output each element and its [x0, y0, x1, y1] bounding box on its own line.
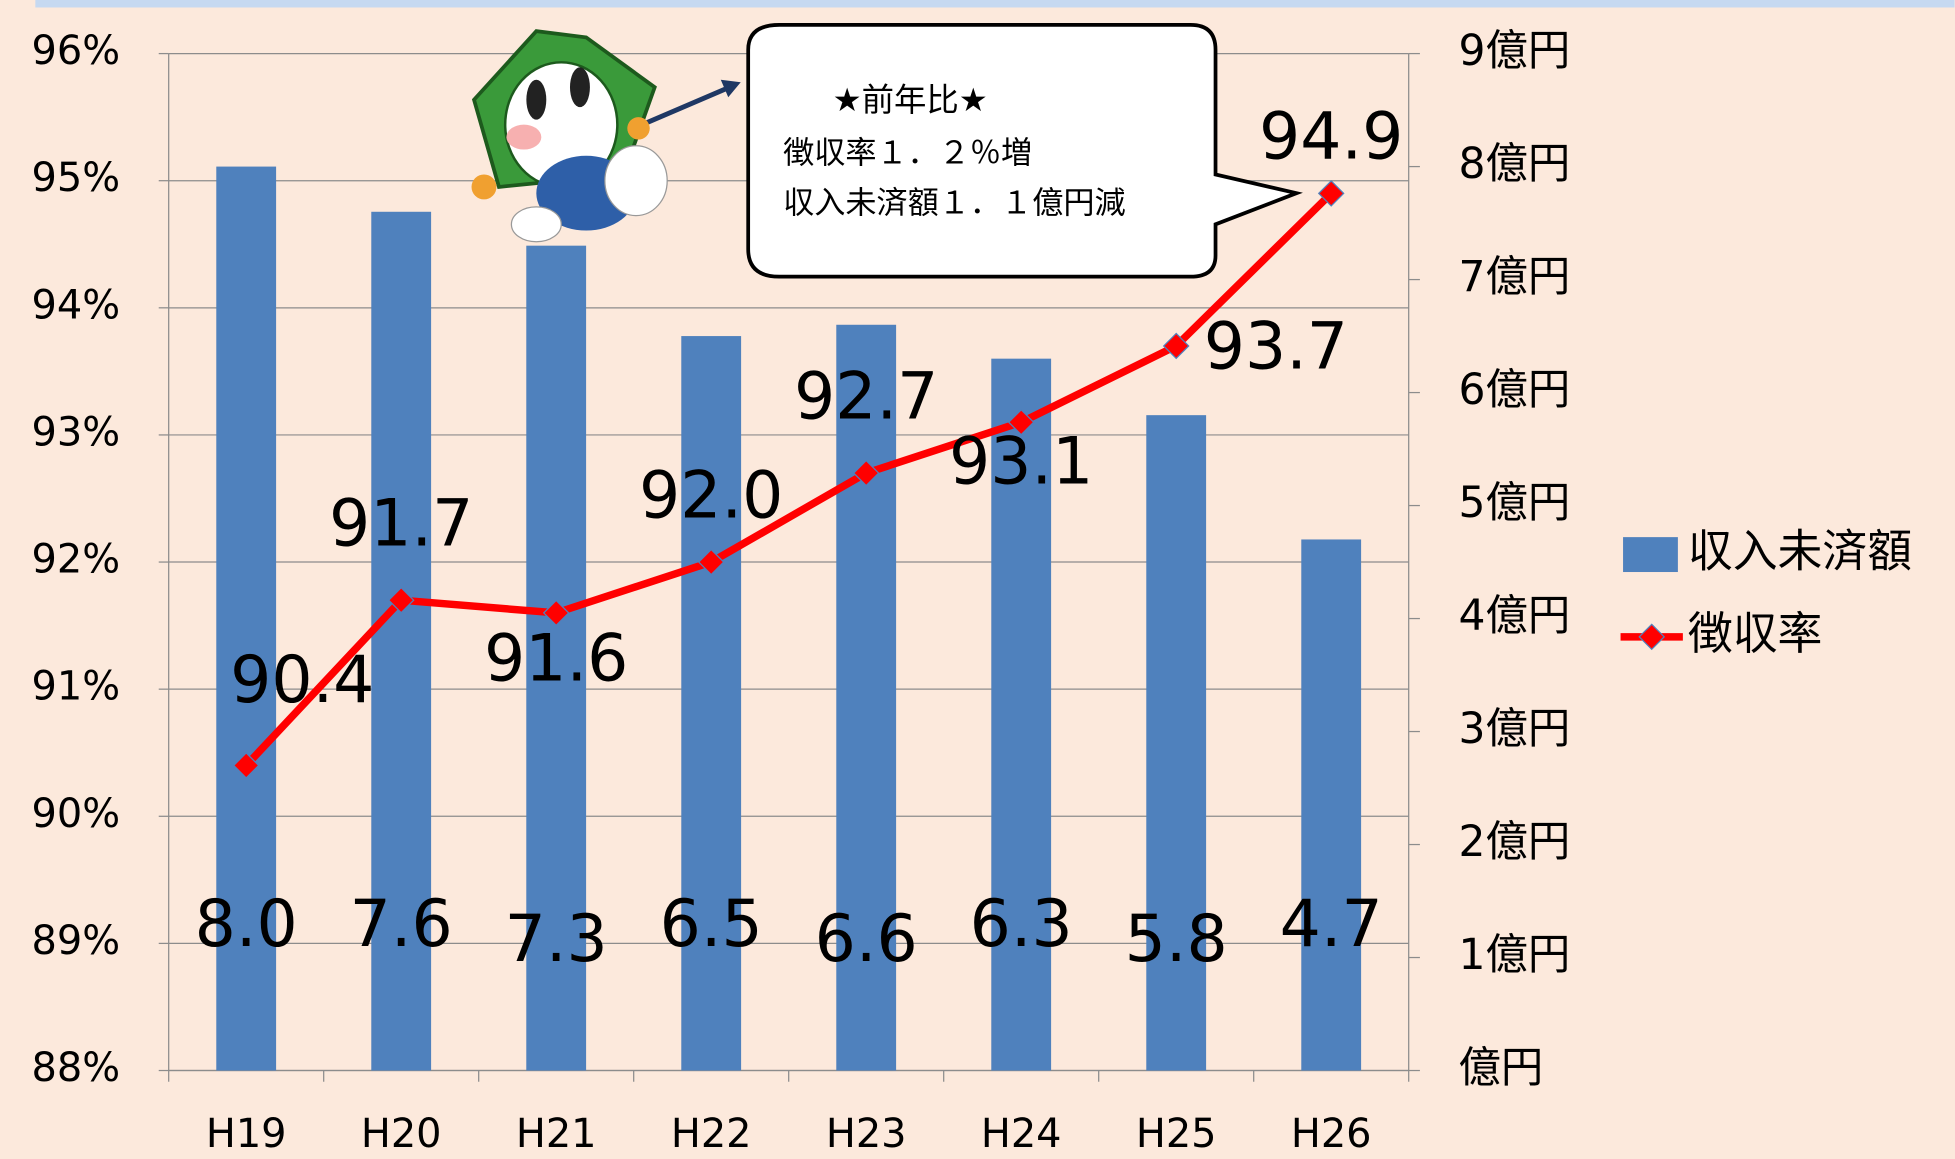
y-tick-label: 93% — [31, 409, 120, 455]
y2-tick-label: 2億円 — [1459, 817, 1571, 866]
chart: 88% 89% 90% 91% 92% 93% 94% 95% 96% 億円 1億円 2億円 3億円 4億… — [0, 0, 1955, 1159]
line-value-label: 92.0 — [639, 458, 783, 533]
y2-tick-label: 4億円 — [1459, 591, 1571, 640]
x-tick-label: H19 — [206, 1111, 287, 1157]
line-value-label: 90.4 — [230, 643, 374, 718]
bar-value-label: 8.0 — [195, 887, 298, 962]
eye — [526, 80, 546, 120]
foot — [511, 207, 561, 242]
line-value-label: 92.7 — [794, 359, 938, 434]
x-tick-label: H22 — [671, 1111, 752, 1157]
x-tick-label: H20 — [361, 1111, 442, 1157]
legend-swatch — [1623, 537, 1678, 572]
bar — [1301, 539, 1361, 1070]
y2-tick-label: 5億円 — [1459, 478, 1571, 527]
y2-tick-label: 7億円 — [1459, 252, 1571, 301]
y2-tick-label: 3億円 — [1459, 704, 1571, 753]
y2-tick-label: 6億円 — [1459, 365, 1571, 414]
bar-value-label: 6.6 — [815, 902, 918, 977]
bar-value-label: 7.6 — [350, 887, 453, 962]
y2-tick-label: 億円 — [1459, 1043, 1544, 1092]
bar-value-label: 5.8 — [1125, 902, 1228, 977]
x-tick-label: H24 — [981, 1111, 1062, 1157]
callout-text: 収入未済額１．１億円減 — [783, 185, 1126, 221]
line-value-label: 93.7 — [1204, 310, 1348, 385]
y2-tick-label: 1億円 — [1459, 930, 1571, 979]
hand — [627, 117, 649, 139]
y2-tick-label: 9億円 — [1459, 26, 1571, 75]
x-tick-label: H23 — [826, 1111, 907, 1157]
y-tick-label: 96% — [31, 28, 120, 74]
x-tick-label: H26 — [1291, 1111, 1372, 1157]
x-tick-label: H25 — [1136, 1111, 1217, 1157]
cheek — [506, 125, 541, 150]
eye — [570, 67, 590, 107]
bar-value-label: 6.5 — [660, 887, 763, 962]
y-tick-label: 91% — [31, 664, 120, 710]
hand — [472, 174, 497, 199]
y-tick-label: 92% — [31, 537, 120, 583]
callout-text: 徴収率１．２％増 — [783, 136, 1032, 172]
top-strip — [35, 0, 1954, 7]
x-tick-label: H21 — [516, 1111, 597, 1157]
line-value-label: 91.7 — [329, 486, 473, 561]
callout-title: ★前年比★ — [833, 81, 988, 119]
y-tick-label: 88% — [31, 1045, 120, 1091]
line-value-label: 94.9 — [1259, 100, 1403, 175]
y-tick-label: 90% — [31, 791, 120, 837]
legend-label: 収入未済額 — [1688, 525, 1912, 578]
line-value-label: 91.6 — [484, 621, 628, 696]
foot — [605, 146, 667, 216]
y-tick-label: 95% — [31, 155, 120, 201]
legend-label: 徴収率 — [1688, 607, 1823, 660]
page: 88% 89% 90% 91% 92% 93% 94% 95% 96% 億円 1億円 2億円 3億円 4億… — [0, 0, 1955, 1159]
bar-value-label: 7.3 — [505, 902, 608, 977]
bar-value-label: 4.7 — [1280, 887, 1383, 962]
line-value-label: 93.1 — [949, 424, 1093, 499]
bar-value-label: 6.3 — [970, 887, 1073, 962]
y-tick-label: 94% — [31, 282, 120, 328]
y-tick-label: 89% — [31, 918, 120, 964]
y2-tick-label: 8億円 — [1459, 139, 1571, 188]
